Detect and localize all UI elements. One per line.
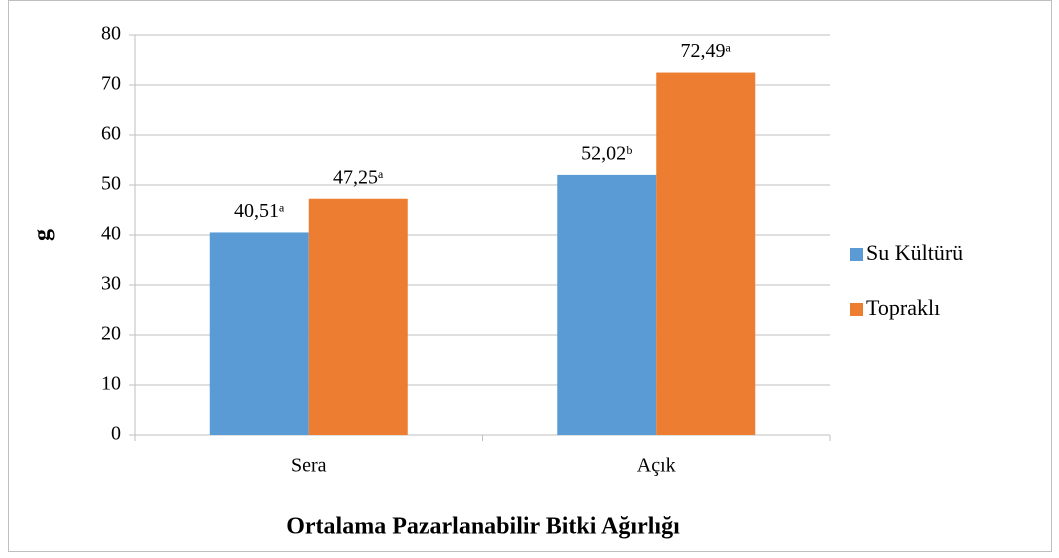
legend-swatch: [850, 248, 863, 261]
y-tick-label: 30: [101, 273, 121, 295]
bar: [557, 174, 657, 435]
legend-label: Su Kültürü: [866, 240, 963, 265]
data-label: 40,51ᵃ: [234, 200, 285, 222]
chart-frame: [8, 0, 1052, 552]
bar: [656, 72, 756, 436]
y-tick-label: 10: [101, 373, 121, 395]
y-tick-label: 50: [101, 173, 121, 195]
y-tick-label: 40: [101, 223, 121, 245]
y-tick-label: 60: [101, 123, 121, 145]
legend-label: Topraklı: [866, 295, 940, 320]
x-axis-title: Ortalama Pazarlanabilir Bitki Ağırlığı: [286, 514, 680, 540]
data-label: 72,49ᵃ: [681, 40, 732, 62]
bar: [308, 198, 408, 435]
y-tick-label: 80: [101, 23, 121, 45]
y-tick-label: 0: [111, 423, 121, 445]
data-label: 47,25ᵃ: [333, 166, 384, 188]
y-axis-title: g: [30, 229, 56, 241]
legend-swatch: [850, 303, 863, 316]
y-tick-label: 20: [101, 323, 121, 345]
data-label: 52,02ᵇ: [581, 142, 632, 164]
bar: [209, 232, 309, 435]
x-tick-label: Açık: [637, 455, 676, 477]
x-tick-label: Sera: [291, 455, 327, 477]
y-tick-label: 70: [101, 73, 121, 95]
